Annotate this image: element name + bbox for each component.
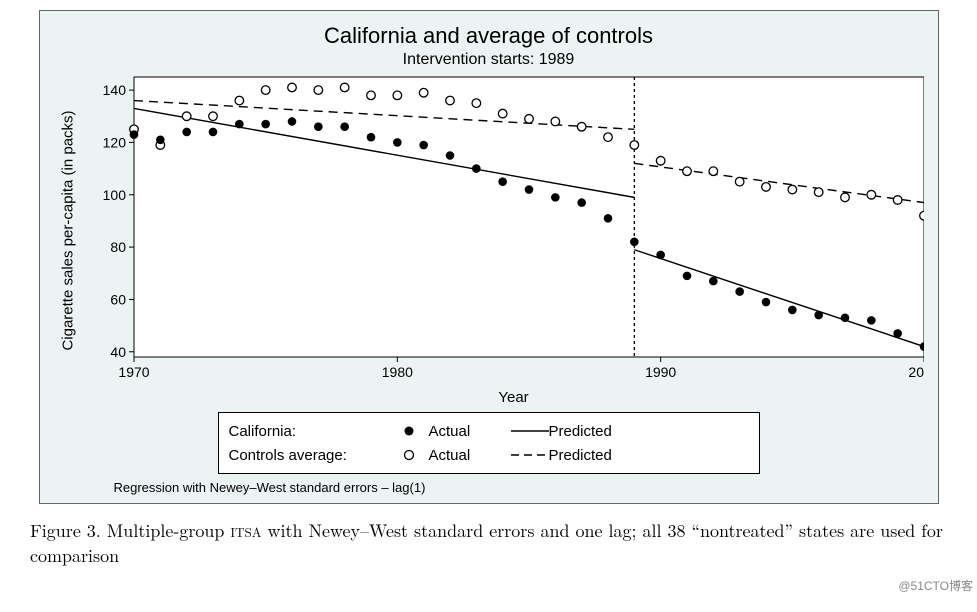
svg-text:140: 140 <box>102 82 126 98</box>
svg-text:1970: 1970 <box>118 364 149 380</box>
filled-circle-icon <box>389 423 429 439</box>
svg-text:60: 60 <box>110 291 126 307</box>
watermark: @51CTO博客 <box>898 577 973 594</box>
regression-note: Regression with Newey–West standard erro… <box>114 480 924 495</box>
chart-title: California and average of controls <box>54 23 924 49</box>
y-axis-label-cell: Cigarette sales per-capita (in packs) <box>54 75 84 385</box>
figure-container: California and average of controls Inter… <box>10 10 967 568</box>
legend-row-california: California: Actual Predicted <box>229 419 749 443</box>
svg-text:120: 120 <box>102 134 126 150</box>
chart-body: Cigarette sales per-capita (in packs) 40… <box>54 75 924 385</box>
svg-text:80: 80 <box>110 239 126 255</box>
legend-text: Actual <box>429 447 509 464</box>
svg-text:2000: 2000 <box>908 364 924 380</box>
chart-subtitle: Intervention starts: 1989 <box>54 51 924 69</box>
caption-prefix: Figure 3. Multiple-group <box>30 518 230 543</box>
open-circle-icon <box>389 447 429 463</box>
solid-line-icon <box>509 423 549 439</box>
legend-label: California: <box>229 423 389 440</box>
svg-text:100: 100 <box>102 187 126 203</box>
legend-text: Actual <box>429 423 509 440</box>
figure-caption: Figure 3. Multiple-group itsa with Newey… <box>30 518 947 568</box>
chart-svg: 40 60 80 100 120 140 1970 1980 1990 2000 <box>84 75 924 385</box>
legend-label: Controls average: <box>229 447 389 464</box>
svg-text:40: 40 <box>110 344 126 360</box>
dashed-line-icon <box>509 447 549 463</box>
legend-text: Predicted <box>549 447 629 464</box>
caption-smallcaps: itsa <box>230 518 261 543</box>
svg-text:1980: 1980 <box>381 364 412 380</box>
plot-card: California and average of controls Inter… <box>39 10 939 504</box>
legend: California: Actual Predicted Controls av… <box>218 412 760 474</box>
svg-text:1990: 1990 <box>645 364 676 380</box>
legend-text: Predicted <box>549 423 629 440</box>
y-axis-label: Cigarette sales per-capita (in packs) <box>60 110 77 350</box>
x-axis-label: Year <box>104 389 924 406</box>
legend-row-controls: Controls average: Actual Predicted <box>229 443 749 467</box>
